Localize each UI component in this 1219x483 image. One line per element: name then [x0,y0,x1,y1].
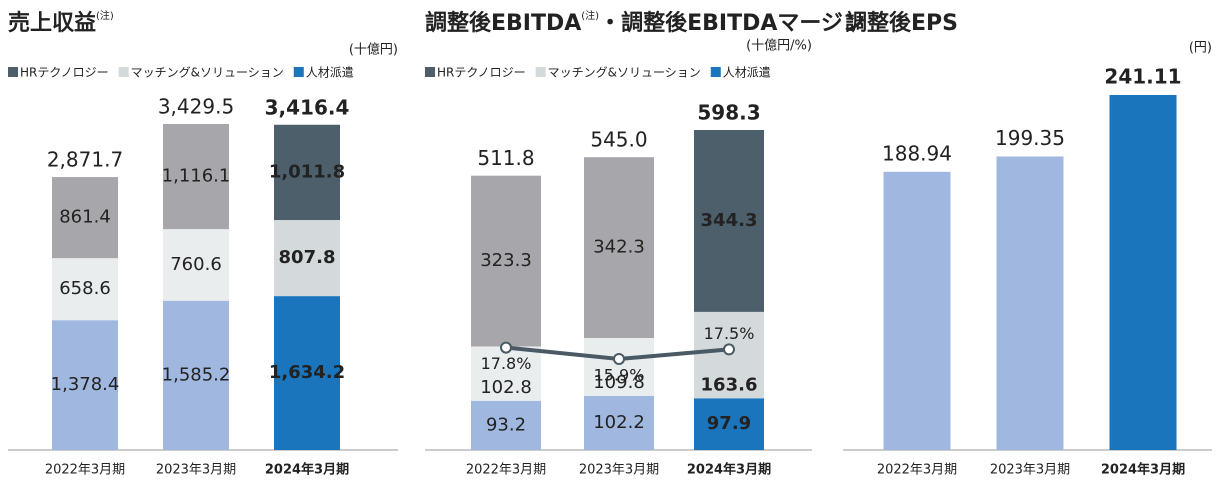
x-tick-label: 2024年3月期 [265,462,349,478]
margin-point [723,343,735,356]
legend-swatch [710,67,721,77]
bar-segment [694,130,764,312]
data-label: 97.9 [707,413,751,434]
margin-label: 15.9% [594,366,645,385]
bar [996,156,1064,450]
bar-segment [52,320,118,450]
title-note: (注) [96,9,114,22]
bar-segment [163,124,229,230]
total-label: 598.3 [697,101,760,125]
bar-segment [163,229,229,301]
total-label: 3,416.4 [265,95,350,119]
x-tick-label: 2024年3月期 [1101,462,1185,478]
x-tick-label: 2023年3月期 [990,463,1070,478]
bar-segment [471,175,541,347]
data-label: 323.3 [480,250,532,271]
legend-label: マッチング&ソリューション [548,66,701,80]
data-label: 241.11 [1104,65,1181,89]
bar-segment [471,400,541,450]
legend-swatch [118,67,129,77]
data-label: 93.2 [486,414,526,435]
total-label: 2,871.7 [47,148,123,172]
title-text: 調整後EPS [845,10,958,36]
legend-label: 人材派遣 [723,65,771,80]
bar-segment [584,338,654,397]
margin-label: 17.5% [704,324,755,343]
chart-title: 調整後EPS [845,10,958,36]
unit-label: (十億円/%) [746,38,812,54]
data-label: 760.6 [170,254,222,275]
bar-segment [584,157,654,339]
legend-label: HRテクノロジー [20,66,109,80]
data-label: 199.35 [995,126,1065,150]
bar [883,171,951,450]
legend-swatch [535,67,546,77]
legend-label: HRテクノロジー [437,66,526,80]
legend-swatch [293,67,304,77]
title-note: (注) [581,9,599,22]
data-label: 1,011.8 [269,161,345,182]
bar-segment [471,346,541,401]
data-label: 658.6 [59,278,111,299]
data-label: 1,634.2 [269,362,345,383]
margin-point [500,341,512,354]
title-text: 調整後EBITDA [425,10,581,36]
legend-label: マッチング&ソリューション [131,66,284,80]
legend-swatch [425,67,435,77]
data-label: 807.8 [279,247,336,268]
x-tick-label: 2022年3月期 [466,463,546,478]
title-text: 売上収益 [8,10,96,36]
unit-label: (十億円) [349,42,398,58]
x-tick-label: 2023年3月期 [156,463,236,478]
bar-segment [274,124,340,221]
legend-label: 人材派遣 [306,65,354,80]
bar-segment [274,220,340,297]
bar-segment [163,300,229,450]
bar-segment [52,177,118,259]
x-tick-label: 2022年3月期 [45,463,125,478]
x-tick-label: 2024年3月期 [687,462,771,478]
legend-swatch [8,67,18,77]
bar-segment [584,396,654,450]
bar-segment [694,398,764,450]
chart-title: 売上収益(注) [8,9,114,36]
x-tick-label: 2022年3月期 [877,463,957,478]
data-label: 188.94 [882,141,952,165]
bar [1109,95,1177,450]
data-label: 1,585.2 [162,364,231,385]
margin-point [613,353,625,365]
total-label: 3,429.5 [158,95,234,119]
data-label: 102.2 [593,412,645,433]
data-label: 109.8 [593,372,645,393]
data-label: 163.6 [701,374,758,395]
data-label: 102.8 [480,377,532,398]
bar-segment [52,258,118,321]
total-label: 545.0 [590,128,647,152]
chart-title: 調整後EBITDA(注)・調整後EBITDAマージン [425,9,865,36]
total-label: 511.8 [477,146,534,170]
data-label: 861.4 [59,207,111,228]
title-suffix: ・調整後EBITDAマージン [599,10,865,36]
data-label: 344.3 [701,210,758,231]
bar-segment [274,296,340,450]
data-label: 1,378.4 [51,374,120,395]
data-label: 1,116.1 [162,166,231,187]
x-tick-label: 2023年3月期 [579,463,659,478]
margin-label: 17.8% [481,354,532,373]
unit-label: (円) [1189,41,1212,56]
data-label: 342.3 [593,237,645,258]
